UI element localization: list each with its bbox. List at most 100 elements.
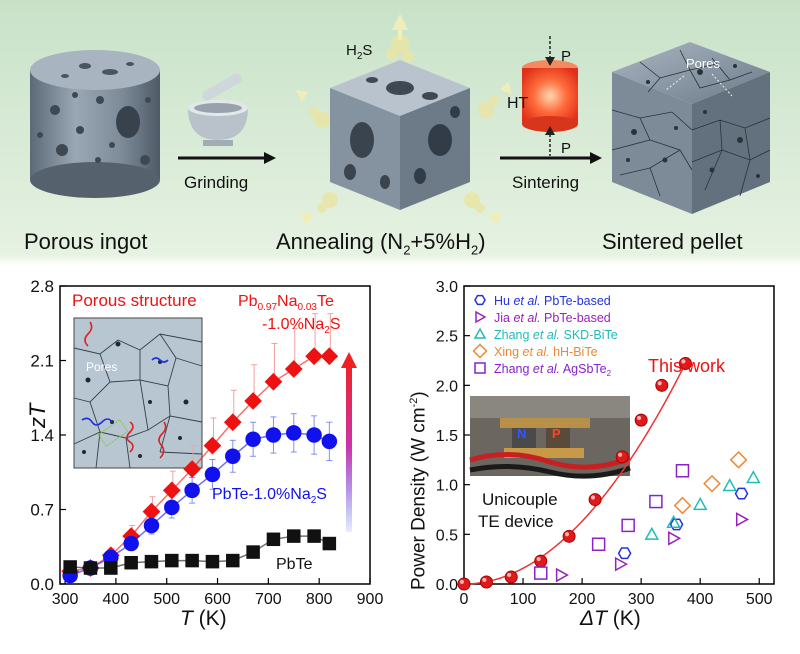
pd-xtick-label: 100 xyxy=(510,591,537,608)
pd-point-5-3 xyxy=(649,494,663,509)
zt-point-0-5 xyxy=(162,481,181,500)
pd-point-3-2 xyxy=(692,496,708,511)
hot-press-illustration xyxy=(522,36,578,156)
pd-legend-marker-2 xyxy=(473,327,487,339)
zt-point-2-11 xyxy=(287,529,301,543)
pd-ylabel: Power Density (W cm-2) xyxy=(408,391,430,590)
pd-photo-n-label: N xyxy=(517,426,527,441)
power-density-chart: 0.0 0.5 1.0 1.5 2.0 2.5 3.0 0 100 200 300 400 500 Hu… xyxy=(436,279,775,608)
zt-point-1-5 xyxy=(164,499,180,516)
pd-point-this-work-7 xyxy=(634,413,648,427)
pd-point-this-work-5-body xyxy=(588,493,602,507)
pd-ytick-label: 0.5 xyxy=(436,527,458,544)
annealing-cube-illustration xyxy=(296,14,512,226)
zt-chart: 0.0 0.7 1.4 2.1 2.8 300 400 500 600 700 800 900 xyxy=(30,277,383,608)
zt-point-2-8 xyxy=(226,553,240,568)
zt-gradient-arrowhead xyxy=(341,352,357,368)
stage-sintered-pellet: Sintered pellet xyxy=(602,229,743,254)
pd-point-2-2 xyxy=(668,531,682,546)
pd-ytick-label: 1.5 xyxy=(436,428,458,445)
pd-legend-entry-2: Zhang et al. SKD-BiTe xyxy=(494,328,618,342)
grinding-label: Grinding xyxy=(184,173,249,192)
pd-ytick-label: 3.0 xyxy=(436,279,458,296)
porous-ingot-illustration xyxy=(30,50,160,198)
pd-fit-curve-this-work xyxy=(463,357,690,585)
grinding-arrowhead xyxy=(264,152,276,164)
h2s-label: H2S xyxy=(346,42,373,62)
sintered-pores-label: Pores xyxy=(686,56,720,71)
pd-xtick-label: 500 xyxy=(746,591,773,608)
zt-point-1-9 xyxy=(245,431,261,448)
zt-point-2-7 xyxy=(205,554,220,569)
zt-point-0-6 xyxy=(183,460,201,478)
pd-legend: Hu et al. PbTe-based Jia et al. PbTe-base… xyxy=(472,294,618,378)
zt-point-0-11 xyxy=(284,360,303,378)
zt-point-2-13 xyxy=(322,536,337,551)
pd-point-5-0 xyxy=(534,566,548,580)
mortar-pestle-icon xyxy=(188,73,248,146)
zt-xtick-label: 500 xyxy=(153,591,180,608)
pd-point-this-work-2-highlight xyxy=(507,572,512,578)
pd-point-this-work-2-body xyxy=(504,570,518,584)
stage-annealing: Annealing (N2+5%H2) xyxy=(276,229,486,258)
pd-device-photo xyxy=(469,396,631,479)
pd-point-5-1 xyxy=(591,537,606,552)
pd-point-2-0 xyxy=(555,567,569,583)
zt-point-2-9 xyxy=(246,545,260,559)
zt-ytick-label: 0.0 xyxy=(30,575,54,594)
pd-point-this-work-3-body xyxy=(534,554,548,568)
zt-point-0-9 xyxy=(244,392,262,410)
pd-legend-entry-0: Hu et al. PbTe-based xyxy=(494,294,611,308)
pd-point-3-4 xyxy=(746,470,761,484)
pressure-top-label: P xyxy=(561,48,572,65)
pd-point-1-0 xyxy=(617,547,632,560)
pd-point-2-1 xyxy=(614,556,629,572)
pd-point-5-2 xyxy=(621,518,635,533)
pd-point-this-work-9-highlight xyxy=(681,359,686,364)
pd-point-this-work-4 xyxy=(562,529,576,543)
pd-this-work-label: This work xyxy=(648,356,726,376)
zt-point-1-7 xyxy=(204,466,221,483)
sintered-pellet-illustration xyxy=(611,42,771,214)
zt-gradient-arrow xyxy=(346,362,352,532)
pd-point-this-work-0 xyxy=(457,577,471,591)
pressure-bottom-label: P xyxy=(561,140,572,157)
pd-point-this-work-1-body xyxy=(479,575,493,589)
pd-xtick-label: 400 xyxy=(687,591,714,608)
pd-point-this-work-2 xyxy=(504,570,518,584)
zt-ytick-label: 0.7 xyxy=(30,501,54,520)
zt-point-1-10 xyxy=(265,427,282,443)
pd-photo-p-label: P xyxy=(552,426,561,441)
zt-inset-pores-label: Pores xyxy=(86,360,118,374)
process-schematic xyxy=(30,14,771,226)
zt-label-pbnate: Pb0.97Na0.03Te xyxy=(238,293,334,314)
zt-point-0-12 xyxy=(305,347,323,366)
pd-device-label-1: Unicouple xyxy=(482,490,558,509)
pd-point-this-work-7-highlight xyxy=(636,415,642,421)
pd-point-this-work-9 xyxy=(678,356,692,370)
zt-label-pbte: PbTe xyxy=(276,556,313,573)
zt-label-pbnate-line2: -1.0%Na2S xyxy=(262,316,341,337)
pd-xtick-label: 200 xyxy=(569,591,596,608)
pd-point-this-work-4-body xyxy=(562,529,576,543)
pd-legend-entry-3: Xing et al. hH-BiTe xyxy=(494,345,598,359)
pd-point-4-2 xyxy=(729,450,748,469)
zt-point-2-6 xyxy=(185,553,199,568)
zt-point-1-11 xyxy=(286,425,302,441)
zt-point-2-10 xyxy=(266,532,281,547)
zt-xtick-label: 700 xyxy=(255,591,282,608)
pd-point-this-work-6-highlight xyxy=(618,452,623,457)
pd-point-4-1 xyxy=(703,474,721,493)
zt-point-2-0 xyxy=(63,560,77,574)
pd-point-this-work-5-highlight xyxy=(590,495,596,500)
pd-ytick-label: 2.0 xyxy=(436,378,458,395)
zt-point-1-13 xyxy=(321,433,338,450)
pd-point-4-0 xyxy=(673,496,692,515)
pd-point-this-work-3-highlight xyxy=(536,556,541,562)
pd-xtick-label: 300 xyxy=(628,591,655,608)
sintering-arrowhead xyxy=(590,152,602,164)
zt-xtick-label: 600 xyxy=(204,591,231,608)
zt-label-pbte-na2s: PbTe-1.0%Na2S xyxy=(212,486,327,507)
zt-point-2-1 xyxy=(83,561,98,575)
